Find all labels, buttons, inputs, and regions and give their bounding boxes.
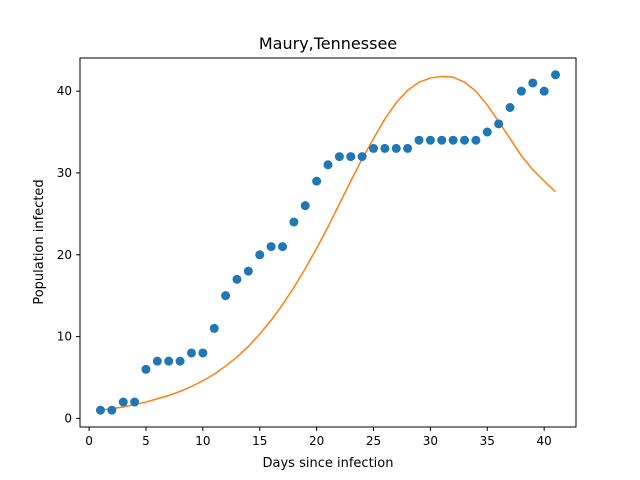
x-tick-label: 15: [252, 434, 267, 448]
plot-frame: [79, 57, 577, 428]
x-tick-label: 0: [85, 434, 93, 448]
data-point: [346, 152, 356, 162]
data-point: [300, 201, 310, 211]
data-point: [357, 152, 367, 162]
x-tick-label: 35: [480, 434, 495, 448]
points-layer: [95, 70, 561, 415]
x-tick-label: 30: [423, 434, 438, 448]
data-point: [255, 250, 265, 260]
data-point: [471, 135, 481, 145]
x-tick-label: 25: [366, 434, 381, 448]
data-point: [551, 70, 561, 80]
data-point: [175, 356, 185, 366]
x-tick-label: 40: [537, 434, 552, 448]
data-point: [266, 242, 276, 252]
y-tick-label: 20: [57, 248, 72, 262]
y-tick-label: 30: [57, 166, 72, 180]
data-point: [528, 78, 538, 88]
data-point: [118, 397, 128, 407]
data-point: [312, 176, 322, 186]
data-point: [505, 103, 515, 112]
x-tick-label: 5: [142, 434, 150, 448]
data-point: [289, 217, 299, 227]
data-point: [460, 135, 470, 145]
data-point: [221, 291, 231, 301]
data-point: [107, 405, 117, 415]
fit-line-layer: [100, 75, 557, 411]
y-tick-label: 40: [57, 84, 72, 98]
y-axis-label: Population infected: [32, 179, 47, 304]
data-point: [482, 127, 492, 137]
data-point: [539, 86, 549, 96]
data-point: [323, 160, 333, 170]
data-point: [278, 242, 287, 252]
data-point: [516, 86, 526, 96]
x-axis-ticks: 0 5 10 15 20 25 30 35 40: [85, 427, 552, 448]
data-point: [198, 348, 208, 358]
data-point: [437, 135, 447, 145]
data-point: [403, 143, 413, 153]
data-point: [448, 135, 458, 145]
x-tick-label: 10: [195, 434, 210, 448]
data-point: [186, 348, 196, 358]
fit-curve: [100, 75, 557, 411]
data-point: [209, 323, 219, 333]
data-point: [152, 356, 162, 366]
data-point: [425, 135, 435, 145]
x-tick-label: 20: [309, 434, 324, 448]
data-point: [494, 119, 504, 129]
x-axis-label: Days since infection: [263, 456, 394, 471]
data-point: [130, 397, 140, 407]
data-point: [414, 135, 424, 145]
data-point: [164, 356, 174, 366]
y-tick-label: 0: [64, 411, 72, 425]
data-point: [243, 266, 253, 276]
data-point: [380, 143, 390, 153]
data-point: [95, 405, 105, 415]
y-axis-ticks: 0 10 20 30 40: [57, 84, 80, 425]
data-point: [369, 143, 378, 153]
y-tick-label: 10: [57, 330, 72, 344]
data-point: [232, 274, 242, 284]
chart-title: Maury,Tennessee: [259, 34, 397, 53]
data-point: [391, 143, 401, 153]
data-point: [141, 364, 151, 374]
data-point: [334, 152, 344, 162]
